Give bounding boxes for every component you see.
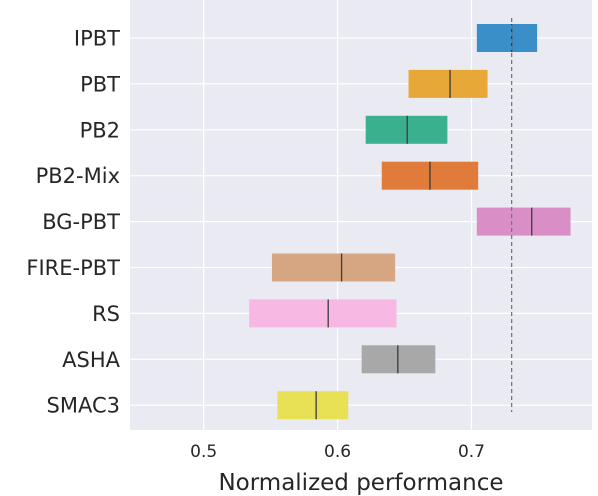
y-tick-labels: IPBT PBT PB2 PB2-Mix BG-PBT FIRE-PBT RS ASHA SMA… — [26, 27, 120, 418]
range-bar — [271, 253, 396, 282]
y-tick-label: SMAC3 — [47, 394, 120, 418]
x-tick-label: 0.5 — [190, 442, 217, 462]
y-tick-label: IPBT — [74, 27, 120, 51]
y-tick-label: PB2 — [80, 118, 120, 142]
y-tick-label: RS — [92, 302, 120, 326]
y-tick-label: PBT — [80, 72, 120, 96]
range-bar — [408, 69, 488, 98]
bars-layer — [249, 24, 571, 420]
y-tick-label: PB2-Mix — [36, 164, 120, 188]
range-bar — [249, 299, 397, 328]
x-tick-label: 0.6 — [324, 442, 351, 462]
y-tick-label: FIRE-PBT — [26, 256, 120, 280]
range-bar — [365, 115, 448, 144]
range-bar — [361, 345, 436, 374]
range-bar — [476, 24, 538, 52]
x-tick-labels: 0.5 0.6 0.7 — [190, 442, 485, 462]
x-axis-label: Normalized performance — [218, 470, 503, 496]
range-bar — [277, 391, 349, 420]
y-tick-label: ASHA — [62, 348, 120, 372]
y-tick-label: BG-PBT — [42, 210, 120, 234]
x-tick-label: 0.7 — [458, 442, 485, 462]
range-bar — [476, 207, 571, 236]
